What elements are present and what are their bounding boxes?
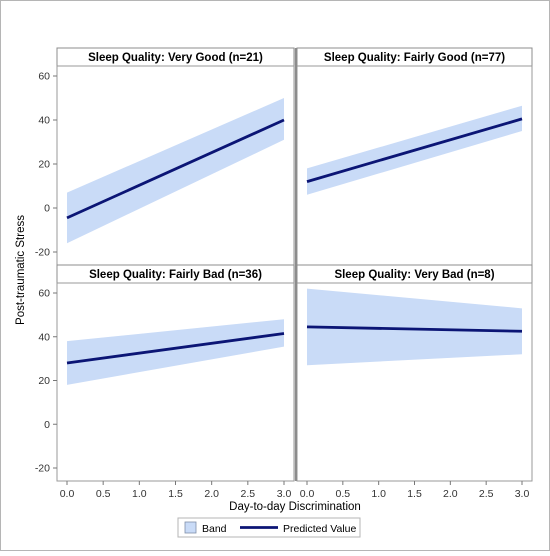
y-tick-label: 60 [38,288,50,300]
panel-1: Sleep Quality: Very Good (n=21) [56,47,295,266]
panel-title: Sleep Quality: Fairly Good (n=77) [324,52,505,64]
y-tick-label: -20 [35,247,50,259]
predicted-value-line [306,117,523,183]
x-tick-label: 3.0 [277,488,292,500]
y-tick-label: 20 [38,159,50,171]
panels: Sleep Quality: Very Good (n=21) Sleep Qua… [56,47,533,482]
x-tick-label: 0.5 [336,488,351,500]
y-axis-label: Post-traumatic Stress [15,215,27,325]
legend-border [177,517,361,538]
y-tick-label: 0 [44,419,50,431]
confidence-band [307,288,522,366]
confidence-band [67,98,284,244]
predicted-value-line [66,118,285,220]
x-tick-label: 2.0 [443,488,458,500]
x-tick-label: 3.0 [515,488,530,500]
x-tick-label: 2.5 [241,488,256,500]
x-tick-label: 2.0 [204,488,219,500]
predicted-value-line [306,325,523,333]
x-tick-label: 2.5 [479,488,494,500]
confidence-band [67,319,284,385]
x-tick-label: 1.5 [168,488,183,500]
legend-band-label: Band [202,523,227,535]
y-tick-label: 0 [44,203,50,215]
y-tick-label: 40 [38,115,50,127]
legend: Band Predicted Value [177,517,361,538]
x-tick-label: 0.5 [96,488,111,500]
x-tick-label: 1.5 [407,488,422,500]
panel-title: Sleep Quality: Very Good (n=21) [88,52,263,64]
y-tick-label: 40 [38,331,50,343]
x-tick-label: 0.0 [60,488,75,500]
y-tick-label: 60 [38,71,50,83]
predicted-value-line [66,332,285,365]
x-axis-label: Day-to-day Discrimination [229,501,361,513]
panel-title: Sleep Quality: Fairly Bad (n=36) [89,269,262,281]
panel-2: Sleep Quality: Fairly Good (n=77) [296,47,533,266]
y-tick-label: -20 [35,463,50,475]
panel-frame [56,282,295,482]
legend-line-label: Predicted Value [283,523,357,535]
panel-4: Sleep Quality: Very Bad (n=8) [296,264,533,482]
x-tick-label: 1.0 [132,488,147,500]
legend-band-swatch [184,521,197,534]
axes: -20 0 20 40 60 -20 0 20 40 60 0.0 0.5 1.0 1.5 2.0 2.5 3.… [35,71,530,500]
y-tick-label: 20 [38,375,50,387]
panel-3: Sleep Quality: Fairly Bad (n=36) [56,264,295,482]
x-tick-label: 0.0 [300,488,315,500]
panel-title: Sleep Quality: Very Bad (n=8) [334,269,494,281]
x-tick-label: 1.0 [371,488,386,500]
